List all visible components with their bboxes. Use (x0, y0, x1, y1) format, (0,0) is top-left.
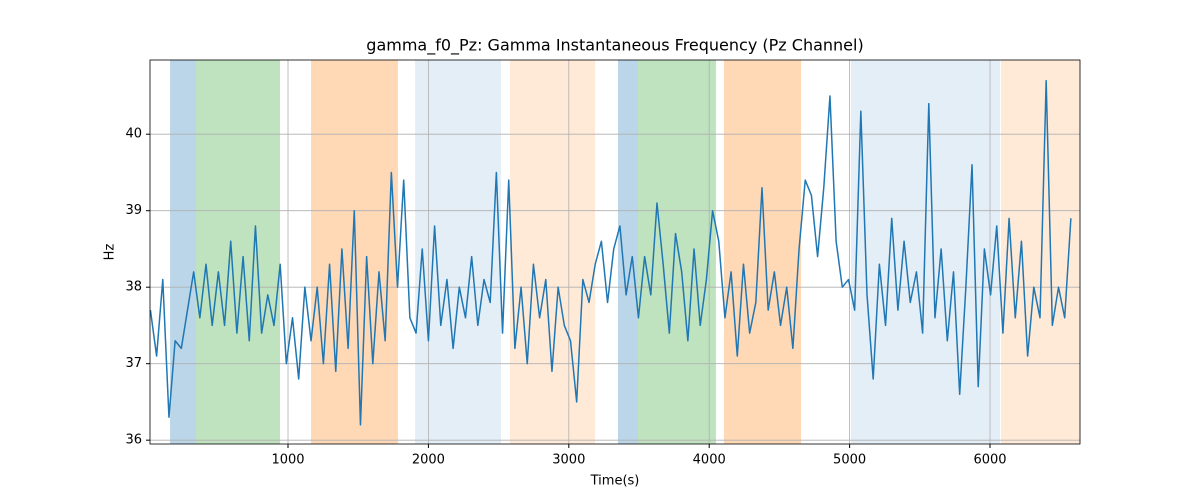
shaded-span (196, 60, 281, 444)
shaded-span (1000, 60, 1080, 444)
x-tick-label: 6000 (973, 453, 1006, 468)
data-line (149, 79, 1072, 426)
shaded-span (311, 60, 398, 444)
y-tick-label: 39 (125, 203, 142, 218)
x-tick-label: 5000 (833, 453, 866, 468)
x-axis-label: Time(s) (590, 474, 640, 489)
x-tick-label: 2000 (412, 453, 445, 468)
shaded-span (509, 60, 596, 444)
y-tick-label: 38 (125, 280, 142, 295)
y-tick-label: 36 (125, 433, 142, 448)
chart-title: gamma_f0_Pz: Gamma Instantaneous Frequen… (366, 36, 863, 56)
plot-frame (149, 59, 1081, 445)
y-tick-label: 40 (125, 127, 142, 142)
x-tick-label: 1000 (271, 453, 304, 468)
shaded-span (723, 60, 802, 444)
y-axis-label: Hz (103, 244, 118, 261)
y-tick-label: 37 (125, 356, 142, 371)
x-tick-label: 4000 (693, 453, 726, 468)
shaded-span (617, 60, 639, 444)
x-tick-label: 3000 (552, 453, 585, 468)
shaded-span (170, 60, 197, 444)
shaded-span (638, 60, 716, 444)
shaded-span (415, 60, 501, 444)
